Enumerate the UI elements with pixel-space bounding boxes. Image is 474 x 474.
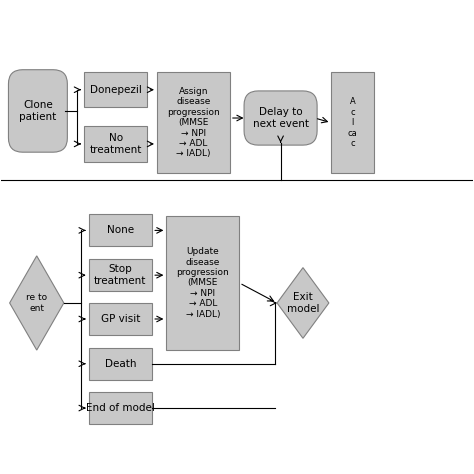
Bar <box>89 259 152 291</box>
Text: Delay to
next event: Delay to next event <box>253 107 309 129</box>
Polygon shape <box>277 268 329 338</box>
Bar <box>89 214 152 246</box>
Text: Exit
model: Exit model <box>287 292 319 314</box>
Text: GP visit: GP visit <box>100 314 140 324</box>
Text: None: None <box>107 226 134 236</box>
Text: Assign
disease
progression
(MMSE
→ NPI
→ ADL
→ IADL): Assign disease progression (MMSE → NPI →… <box>167 87 220 158</box>
Bar <box>89 348 152 380</box>
Bar <box>84 126 147 162</box>
Text: Clone
patient: Clone patient <box>19 100 56 122</box>
Text: Stop
treatment: Stop treatment <box>94 264 146 286</box>
Text: Update
disease
progression
(MMSE
→ NPI
→ ADL
→ IADL): Update disease progression (MMSE → NPI →… <box>176 247 229 319</box>
Text: No
treatment: No treatment <box>90 133 142 155</box>
Text: End of model: End of model <box>86 403 155 413</box>
Bar <box>157 72 230 173</box>
Bar <box>84 72 147 108</box>
Bar <box>89 392 152 424</box>
Text: re to
ent: re to ent <box>26 293 47 313</box>
FancyBboxPatch shape <box>9 70 67 152</box>
Polygon shape <box>9 256 64 350</box>
Text: A
c
l
ca
c: A c l ca c <box>347 98 357 148</box>
Bar <box>89 303 152 335</box>
Text: Death: Death <box>105 359 136 369</box>
Bar <box>166 216 239 350</box>
Bar <box>331 72 374 173</box>
Text: Donepezil: Donepezil <box>90 85 142 95</box>
FancyBboxPatch shape <box>244 91 317 145</box>
